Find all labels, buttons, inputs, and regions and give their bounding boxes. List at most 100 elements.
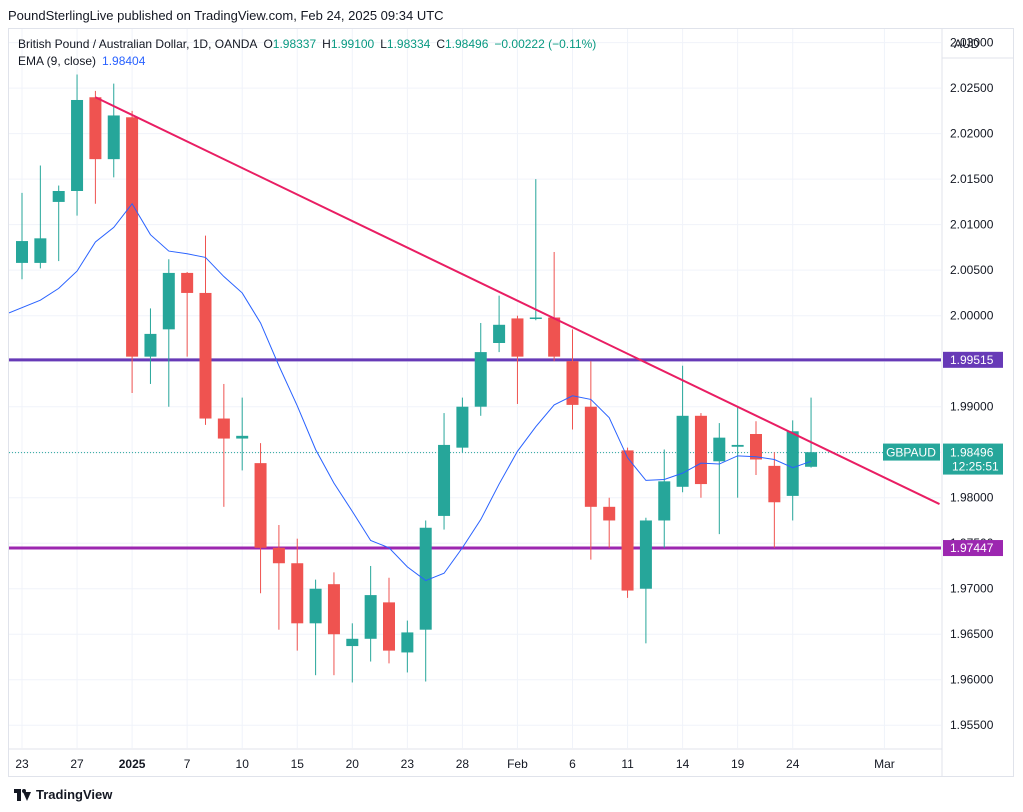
chart-frame bbox=[8, 28, 1014, 777]
candle-body bbox=[694, 415, 707, 485]
candle-body bbox=[199, 292, 212, 419]
candle-body bbox=[291, 563, 304, 624]
candle-body bbox=[364, 595, 377, 639]
x-tick-label: 10 bbox=[236, 757, 250, 771]
candle-body bbox=[786, 431, 799, 496]
candle bbox=[768, 452, 781, 548]
candle bbox=[731, 406, 744, 498]
candle-body bbox=[327, 584, 340, 635]
y-tick-label: 1.96500 bbox=[950, 627, 994, 641]
level-price-label: 1.99515 bbox=[950, 353, 994, 367]
legend-ema-value: 1.98404 bbox=[102, 54, 146, 68]
chart-legend: British Pound / Australian Dollar, 1D, O… bbox=[18, 36, 596, 70]
candle bbox=[126, 110, 139, 394]
y-tick-label: 2.01500 bbox=[950, 172, 994, 186]
symbol-tag bbox=[883, 443, 940, 461]
candle-body bbox=[34, 238, 47, 263]
candle bbox=[474, 322, 487, 416]
x-tick-label: 14 bbox=[676, 757, 690, 771]
x-tick-label: 23 bbox=[15, 757, 29, 771]
legend-close-value: 1.98496 bbox=[444, 37, 489, 51]
candle bbox=[144, 308, 157, 384]
candle-body bbox=[639, 520, 652, 589]
y-tick-label: 2.03000 bbox=[950, 36, 994, 50]
y-tick-label: 2.00500 bbox=[950, 263, 994, 277]
legend-open-value: 1.98337 bbox=[272, 37, 317, 51]
candle bbox=[346, 623, 359, 683]
candle-body bbox=[71, 99, 84, 192]
level-price-tag bbox=[943, 540, 1003, 557]
level-price-label: 1.97447 bbox=[950, 541, 994, 555]
legend-open-label: O bbox=[263, 37, 273, 51]
candle-body bbox=[52, 191, 65, 202]
legend-low-label: L bbox=[380, 37, 387, 51]
y-tick-label: 1.99000 bbox=[950, 400, 994, 414]
legend-symbol[interactable]: British Pound / Australian Dollar, 1D, O… bbox=[18, 37, 258, 51]
candle bbox=[162, 259, 175, 407]
bar-countdown-label: 12:25:51 bbox=[952, 460, 999, 474]
candle-body bbox=[603, 506, 616, 521]
candle bbox=[658, 449, 671, 548]
x-tick-label: 27 bbox=[70, 757, 84, 771]
candle-body bbox=[548, 317, 561, 357]
level-price-tag bbox=[943, 351, 1003, 368]
candle bbox=[236, 397, 249, 471]
currency-label: AUD bbox=[954, 37, 980, 51]
candle bbox=[493, 295, 506, 353]
candle bbox=[89, 90, 102, 204]
candle bbox=[621, 447, 634, 598]
x-tick-label: 23 bbox=[401, 757, 415, 771]
candle-body bbox=[181, 272, 194, 293]
candle-body bbox=[254, 463, 267, 548]
legend-low-value: 1.98334 bbox=[386, 37, 431, 51]
candle-body bbox=[456, 406, 469, 448]
y-tick-label: 1.98000 bbox=[950, 491, 994, 505]
x-tick-label: Mar bbox=[874, 757, 895, 771]
x-tick-label: 11 bbox=[621, 757, 634, 771]
candle-body bbox=[768, 465, 781, 503]
brand-name: TradingView bbox=[36, 787, 113, 802]
candle-body bbox=[162, 272, 175, 330]
candle-body bbox=[144, 333, 157, 357]
candle-body bbox=[511, 318, 524, 357]
ema-line bbox=[9, 202, 812, 582]
x-tick-label: 2025 bbox=[119, 757, 146, 771]
x-tick-label: 6 bbox=[569, 757, 576, 771]
legend-close-label: C bbox=[436, 37, 445, 51]
y-tick-label: 2.02000 bbox=[950, 127, 994, 141]
symbol-tag-label: GBPAUD bbox=[886, 446, 936, 460]
candle bbox=[750, 421, 762, 475]
candle bbox=[309, 579, 322, 676]
x-tick-label: 19 bbox=[731, 757, 745, 771]
candle-body bbox=[309, 588, 322, 624]
candle-body bbox=[529, 317, 542, 320]
candle bbox=[181, 272, 194, 357]
candle-body bbox=[584, 406, 597, 507]
candle bbox=[364, 565, 377, 662]
candle-body bbox=[107, 115, 120, 160]
candle-body bbox=[493, 324, 506, 343]
candle-body bbox=[621, 450, 634, 591]
tradingview-brand[interactable]: TradingView bbox=[14, 787, 112, 802]
x-tick-label: 7 bbox=[184, 757, 191, 771]
candle bbox=[34, 165, 47, 269]
candle-body bbox=[676, 415, 689, 487]
candle-body bbox=[236, 435, 249, 439]
legend-ema-label[interactable]: EMA (9, close) bbox=[18, 54, 97, 68]
current-price-tag bbox=[943, 443, 1003, 475]
x-tick-label: 24 bbox=[786, 757, 800, 771]
candle bbox=[603, 497, 616, 548]
candle-body bbox=[419, 527, 432, 630]
candle bbox=[548, 251, 561, 362]
x-tick-label: 28 bbox=[456, 757, 470, 771]
candle bbox=[786, 420, 799, 521]
candle bbox=[383, 577, 395, 664]
y-tick-label: 2.00000 bbox=[950, 309, 994, 323]
legend-high-label: H bbox=[322, 37, 331, 51]
x-tick-label: Feb bbox=[507, 757, 528, 771]
candle bbox=[713, 423, 726, 535]
candle-body bbox=[750, 434, 762, 460]
candle bbox=[327, 572, 340, 676]
candle-body bbox=[89, 97, 102, 160]
